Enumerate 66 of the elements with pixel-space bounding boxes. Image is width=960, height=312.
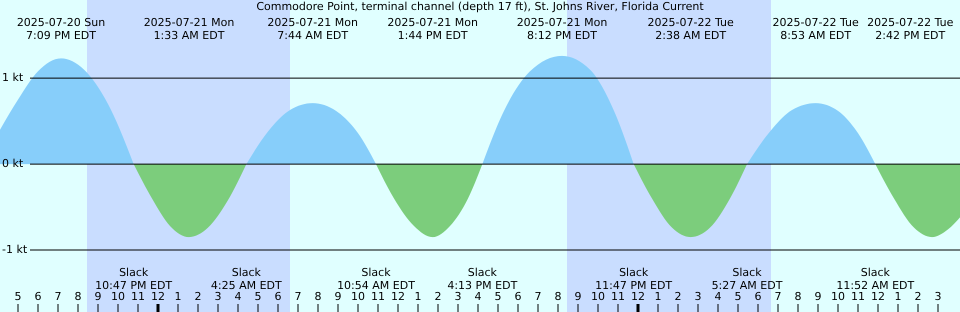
x-tick-label: 8 — [74, 290, 82, 304]
x-tick-label: 3 — [454, 290, 462, 304]
x-tick-label: 9 — [574, 290, 582, 304]
y-tick-label: 0 kt — [2, 157, 24, 170]
x-tick-label: 2 — [194, 290, 202, 304]
x-tick-label: 9 — [814, 290, 822, 304]
annotation: 2025-07-21 Mon 1:44 PM EDT — [387, 16, 478, 42]
x-tick-label: 5 — [494, 290, 502, 304]
annotation: 2025-07-20 Sun 7:09 PM EDT — [16, 16, 106, 42]
annotation: 2025-07-22 Tue 2:42 PM EDT — [867, 16, 954, 42]
x-tick-label: 9 — [94, 290, 102, 304]
x-tick-label: 6 — [754, 290, 762, 304]
x-tick-label: 3 — [694, 290, 702, 304]
x-tick-label: 5 — [254, 290, 262, 304]
x-tick-label: 9 — [334, 290, 342, 304]
x-tick-label: 10 — [591, 290, 605, 304]
x-tick-label: 11 — [131, 290, 145, 304]
x-tick-label: 4 — [474, 290, 482, 304]
x-tick-label: 3 — [934, 290, 942, 304]
annotation: 2025-07-21 Mon 1:33 AM EDT — [144, 16, 234, 42]
x-tick-label: 1 — [654, 290, 662, 304]
x-tick-label: 11 — [371, 290, 385, 304]
x-tick-label: 8 — [554, 290, 562, 304]
x-tick-label: 7 — [294, 290, 302, 304]
x-tick-label: 10 — [351, 290, 365, 304]
x-tick-label: 5 — [14, 290, 22, 304]
x-tick-label: 7 — [534, 290, 542, 304]
annotation: Slack 10:47 PM EDT — [95, 266, 172, 292]
x-tick-label: 6 — [274, 290, 282, 304]
x-tick-label: 12 — [391, 290, 405, 304]
x-tick-label: 8 — [794, 290, 802, 304]
annotation: 2025-07-22 Tue 2:38 AM EDT — [648, 16, 734, 42]
x-tick-label: 4 — [234, 290, 242, 304]
chart-title: Commodore Point, terminal channel (depth 17 ft), St. Johns River, Florida Current — [256, 0, 704, 14]
x-tick-label: 1 — [174, 290, 182, 304]
x-tick-label: 7 — [774, 290, 782, 304]
x-tick-label: 10 — [111, 290, 125, 304]
x-tick-label: 1 — [414, 290, 422, 304]
annotation: 2025-07-21 Mon 8:12 PM EDT — [516, 16, 608, 42]
x-tick-label: 7 — [54, 290, 62, 304]
annotation: Slack 11:47 PM EDT — [595, 266, 672, 292]
x-tick-label: 4 — [714, 290, 722, 304]
x-tick-label: 10 — [831, 290, 845, 304]
annotation: Slack 5:27 AM EDT — [712, 266, 783, 292]
x-tick-label: 2 — [434, 290, 442, 304]
x-tick-label: 5 — [734, 290, 742, 304]
annotation: Slack 4:13 PM EDT — [447, 266, 518, 292]
annotation: Slack 11:52 AM EDT — [836, 266, 915, 292]
annotation: Slack 4:25 AM EDT — [210, 266, 282, 292]
x-tick-label: 6 — [514, 290, 522, 304]
x-tick-label: 3 — [214, 290, 222, 304]
x-tick-label: 12 — [871, 290, 885, 304]
x-tick-label: 11 — [611, 290, 625, 304]
x-tick-label: 8 — [314, 290, 322, 304]
x-tick-label: 2 — [914, 290, 922, 304]
x-tick-label: 1 — [894, 290, 902, 304]
annotation: 2025-07-22 Tue 8:53 AM EDT — [772, 16, 859, 42]
x-tick-label: 2 — [674, 290, 682, 304]
y-tick-label: -1 kt — [2, 243, 28, 256]
y-tick-label: 1 kt — [2, 71, 24, 84]
x-tick-label: 12 — [151, 290, 165, 304]
annotation: Slack 10:54 AM EDT — [337, 266, 416, 292]
annotation: 2025-07-21 Mon 7:44 AM EDT — [267, 16, 358, 42]
x-tick-label: 12 — [631, 290, 645, 304]
x-tick-label: 6 — [34, 290, 42, 304]
x-tick-label: 11 — [851, 290, 865, 304]
